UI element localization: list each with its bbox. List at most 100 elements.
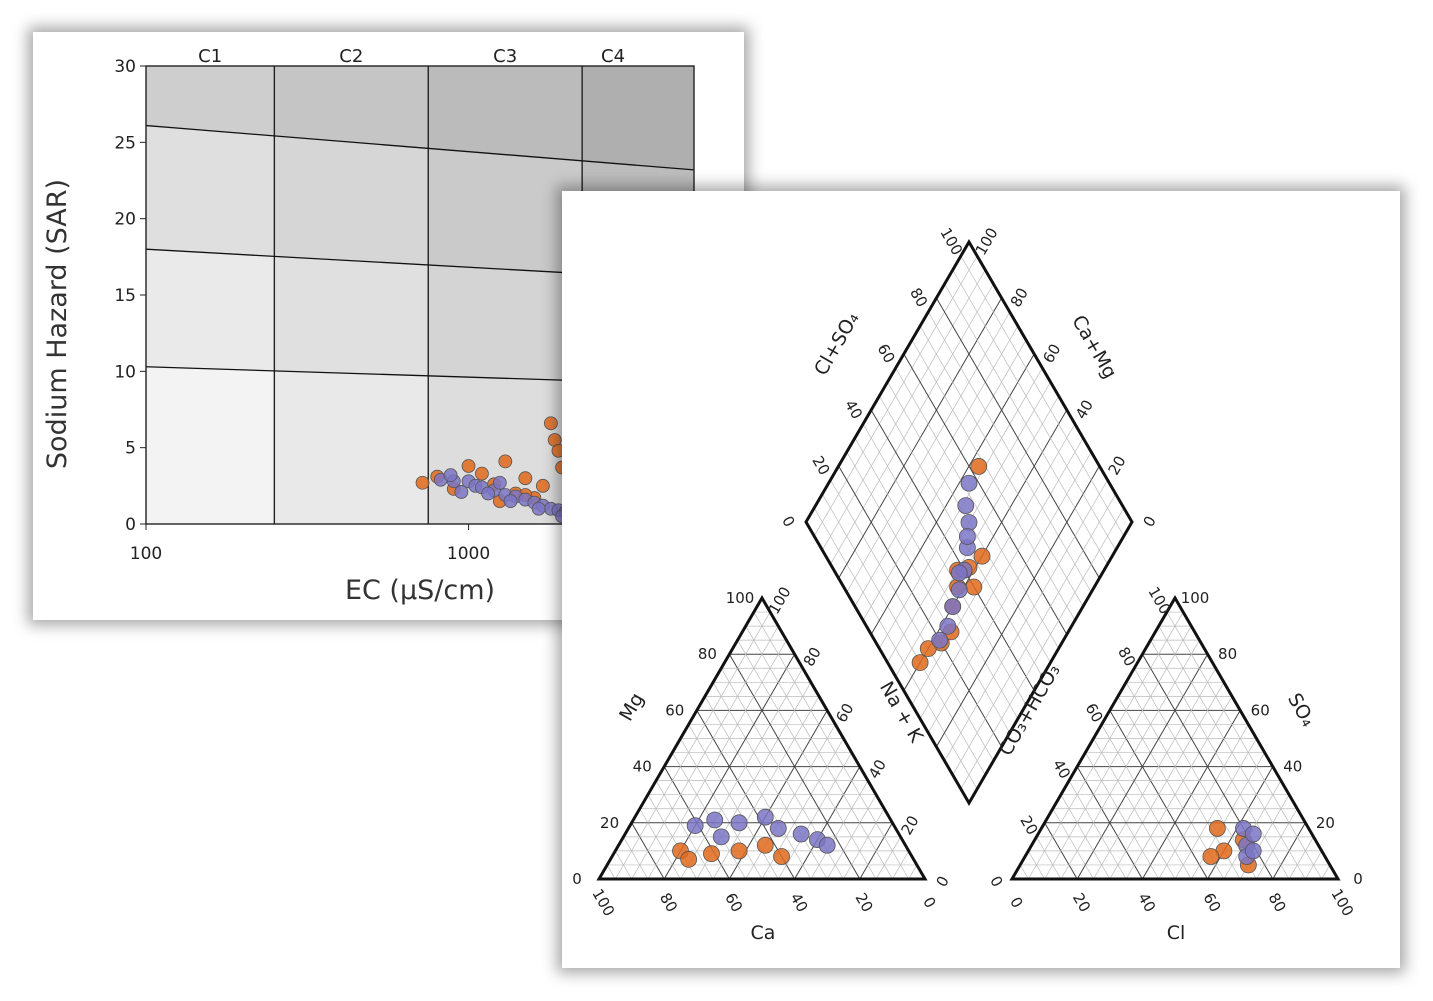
cation-point-a bbox=[680, 850, 698, 868]
anion-tick-label: 20 bbox=[1069, 890, 1094, 916]
anion-tick-label: 60 bbox=[1199, 890, 1224, 916]
cation-outline bbox=[596, 595, 928, 881]
sodium-band-3 bbox=[146, 125, 694, 280]
anion-grid bbox=[1060, 639, 1200, 880]
cation-tick-label: 40 bbox=[633, 758, 652, 776]
cation-point-a bbox=[730, 842, 748, 860]
cation-grid bbox=[810, 780, 869, 880]
cation-grid bbox=[753, 611, 910, 880]
cation-grid bbox=[745, 625, 893, 880]
diamond-grid bbox=[952, 493, 1117, 776]
cation-point-a bbox=[756, 836, 774, 854]
anion-tick-label: 100 bbox=[1327, 886, 1357, 920]
cation-grid bbox=[639, 808, 681, 880]
diamond-point-a bbox=[970, 458, 988, 475]
data-point-b bbox=[531, 501, 546, 516]
cation-grid bbox=[712, 696, 820, 880]
diamond-grid bbox=[911, 423, 1076, 705]
diamond-point-a bbox=[973, 547, 991, 565]
diamond-tick-label: 60 bbox=[874, 341, 899, 367]
cation-tick-label: 40 bbox=[865, 756, 890, 782]
anion-grid bbox=[1158, 625, 1306, 880]
cation-tick-label: 60 bbox=[665, 701, 684, 719]
diamond-point-b bbox=[944, 598, 962, 616]
cation-point-b bbox=[730, 814, 748, 832]
anion-grid bbox=[1027, 611, 1184, 880]
diamond-tick-label: 40 bbox=[1072, 397, 1097, 423]
diamond-tick-label: 80 bbox=[906, 285, 931, 311]
x-tick-label: 100 bbox=[130, 544, 162, 564]
diamond-point-b bbox=[960, 474, 978, 492]
piper-diagram-panel: 0 20 40 60 80 100 0 20 40 60 80 100 0 20 40 60 80 100 0 20 4… bbox=[562, 191, 1400, 968]
diamond-grid bbox=[944, 283, 1108, 565]
diamond-point-b bbox=[958, 528, 976, 545]
diamond-grid bbox=[895, 367, 1059, 649]
y-tick-label: 30 bbox=[114, 57, 136, 77]
anion-grid bbox=[1019, 864, 1029, 880]
diamond-camg-label: Ca+Mg bbox=[1067, 311, 1121, 382]
diamond-tick-label: 20 bbox=[1105, 453, 1130, 479]
diamond-grid bbox=[911, 339, 1076, 621]
x-axis-title: EC (µS/cm) bbox=[345, 575, 495, 606]
cation-tick-label: 60 bbox=[721, 890, 746, 916]
anion-grid bbox=[1321, 864, 1331, 880]
diamond-grid bbox=[935, 465, 1100, 748]
cation-grid bbox=[647, 639, 787, 880]
cation-point-b bbox=[686, 817, 704, 835]
diamond-outline bbox=[804, 239, 1134, 806]
anion-so4-label: SO₄ bbox=[1283, 690, 1320, 731]
anion-point-a bbox=[1208, 820, 1226, 837]
anion-tick-label: 40 bbox=[1283, 758, 1302, 776]
cation-grid bbox=[908, 864, 918, 880]
diamond-grid bbox=[960, 507, 1125, 790]
data-point-b bbox=[454, 485, 469, 499]
y-tick-label: 25 bbox=[114, 133, 136, 153]
anion-grid bbox=[1150, 639, 1290, 880]
data-point-a bbox=[474, 466, 489, 481]
data-point-a bbox=[415, 475, 430, 490]
cation-grid bbox=[745, 724, 836, 880]
cation-grid bbox=[663, 653, 796, 880]
diamond-tick-label: 80 bbox=[1007, 285, 1032, 311]
diamond-point-b bbox=[931, 631, 949, 649]
cation-grid bbox=[696, 682, 812, 880]
anion-tick-label: 100 bbox=[1181, 589, 1210, 607]
diamond-grid bbox=[935, 297, 1100, 579]
cation-tick-label: 80 bbox=[656, 890, 681, 916]
diamond-grid bbox=[960, 255, 1125, 537]
diamond-tick-label: 0 bbox=[1139, 513, 1159, 530]
cation-grid bbox=[614, 611, 771, 880]
diamond-tick-label: 20 bbox=[808, 453, 833, 479]
cation-grid bbox=[631, 625, 779, 880]
diamond-grid bbox=[944, 479, 1108, 762]
y-tick-label: 20 bbox=[114, 210, 136, 230]
anion-grid bbox=[1166, 611, 1323, 880]
anion-point-b bbox=[1244, 825, 1262, 843]
cation-mg-label: Mg bbox=[615, 689, 648, 725]
anion-grid bbox=[1256, 808, 1298, 880]
data-point-a bbox=[498, 454, 513, 469]
wilcox-diagram-panel: C1 C2 C3 C4 0 5 10 15 20 25 30 100 1000 EC (µS/cm) … bbox=[33, 32, 744, 620]
y-tick-label: 0 bbox=[125, 515, 136, 535]
x-tick-label: 1000 bbox=[447, 544, 490, 564]
y-axis-title: Sodium Hazard (SAR) bbox=[42, 179, 73, 469]
anion-outline bbox=[1009, 595, 1341, 881]
anion-grid bbox=[1068, 780, 1127, 880]
cation-grid bbox=[704, 696, 812, 880]
diamond-grid bbox=[919, 437, 1084, 719]
diamond-point-a bbox=[965, 578, 983, 596]
data-point-a bbox=[518, 471, 533, 486]
anion-point-a bbox=[1202, 848, 1220, 865]
cation-grid bbox=[623, 836, 649, 880]
zone-label-c1: C1 bbox=[198, 46, 222, 67]
anion-grid bbox=[1101, 724, 1192, 880]
sodium-band-4 bbox=[146, 66, 694, 170]
cation-point-b bbox=[756, 808, 774, 826]
cation-ca-label: Ca bbox=[751, 922, 776, 944]
cation-grid bbox=[680, 668, 804, 880]
anion-grid bbox=[1093, 668, 1217, 880]
sodium-band-2 bbox=[146, 249, 694, 385]
cation-grid bbox=[843, 808, 885, 880]
cation-point-a bbox=[773, 848, 790, 865]
y-tick-label: 10 bbox=[114, 362, 136, 382]
